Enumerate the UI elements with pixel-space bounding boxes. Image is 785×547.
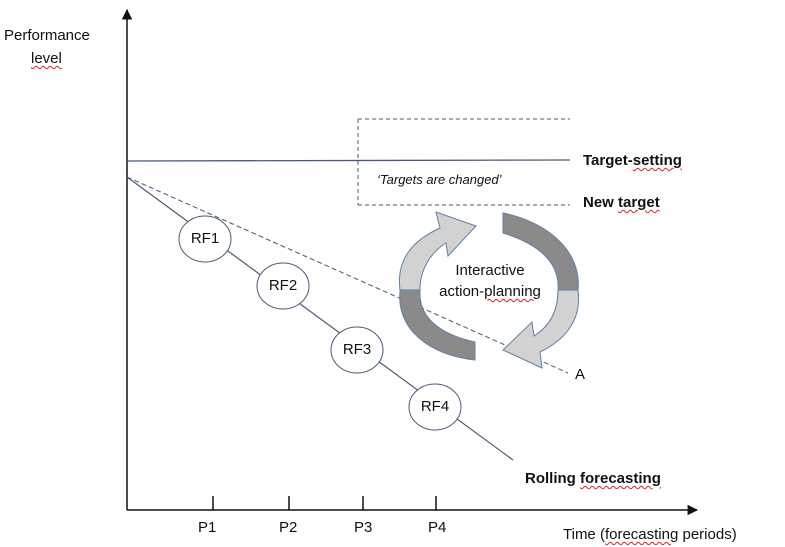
target-setting-line (126, 159, 571, 162)
forecast-label-rf1: RF1 (190, 230, 220, 247)
dashed-line-end-label: A (575, 366, 586, 383)
cycle-arrow-light-left (398, 211, 477, 291)
rolling-squiggle: forecasting (580, 470, 661, 487)
forecast-label-rf4: RF4 (420, 398, 450, 415)
targets-changed-annotation: ‘Targets are changed’ (377, 172, 502, 187)
cycle-text-line2: action-planning (420, 283, 560, 301)
forecast-ellipse-rf1 (178, 215, 232, 263)
tick-label-p1: P1 (198, 519, 217, 536)
new-target-prefix: New (583, 194, 619, 211)
dashed-line-a (126, 176, 569, 374)
cycle-text-squiggle: planning (484, 283, 541, 300)
forecast-ellipse-rf2 (256, 262, 310, 310)
target-setting-label: Target-setting (583, 152, 682, 170)
forecast-label-rf3: RF3 (342, 341, 372, 358)
new-target-squiggle: target (618, 194, 660, 211)
target-setting-squiggle: setting (632, 152, 682, 169)
rolling-prefix: Rolling (525, 470, 580, 487)
x-axis-label: Time (forecasting periods) (563, 526, 737, 544)
target-setting-prefix: Target- (583, 152, 633, 169)
x-axis-label-squiggle: forecasting (604, 526, 679, 543)
cycle-text-line1: Interactive (455, 262, 525, 279)
rolling-forecasting-label: Rolling forecasting (525, 470, 661, 488)
tick-label-p3: P3 (354, 519, 373, 536)
cycle-text-prefix: action- (439, 283, 485, 300)
tick-label-p2: P2 (279, 519, 298, 536)
y-axis-label-line2: level (31, 50, 62, 68)
forecast-ellipse-rf4 (408, 383, 462, 431)
new-target-label: New target (583, 194, 660, 212)
y-axis-label-line1: Performance (4, 27, 90, 44)
cycle-arrow-light-right (502, 289, 580, 369)
forecast-label-rf2: RF2 (268, 277, 298, 294)
forecast-ellipse-rf3 (330, 326, 384, 374)
tick-label-p4: P4 (428, 519, 447, 536)
x-axis-label-prefix: Time ( (563, 526, 605, 543)
y-axis-label-squiggle: level (31, 50, 62, 67)
x-axis-label-suffix: periods) (678, 526, 737, 543)
